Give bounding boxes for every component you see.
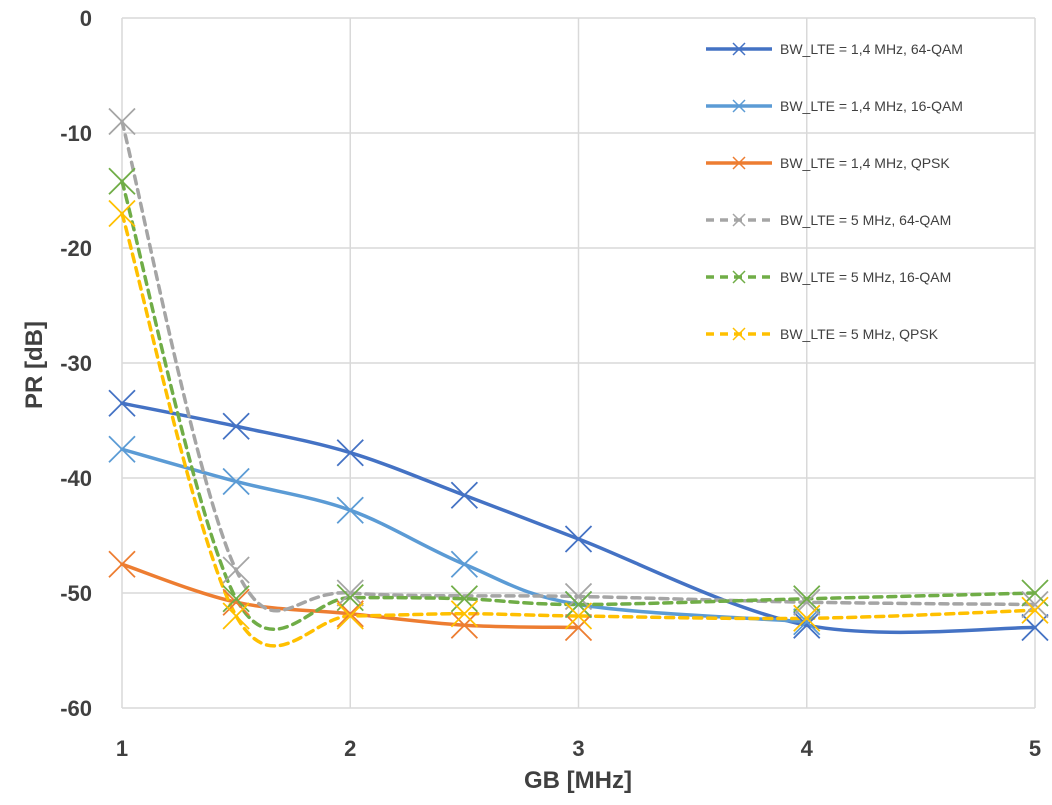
legend-entry: BW_LTE = 5 MHz, 64-QAM xyxy=(706,212,951,228)
legend-swatch-marker xyxy=(732,270,746,284)
x-tick-label: 4 xyxy=(801,736,814,761)
data-point-marker xyxy=(108,435,136,463)
data-point-marker xyxy=(108,199,136,228)
data-point-marker xyxy=(564,525,593,553)
data-point-marker xyxy=(564,613,593,642)
data-point-marker xyxy=(793,608,821,636)
y-axis-title: PR [dB] xyxy=(21,321,48,409)
axes: 0 -10 -20 -30 -40 -50 -60 1 2 3 4 5 xyxy=(60,6,1041,761)
data-point-marker xyxy=(108,107,136,136)
y-tick-label: -30 xyxy=(60,351,92,376)
legend-label: BW_LTE = 5 MHz, QPSK xyxy=(780,326,939,342)
data-point-marker xyxy=(793,611,821,639)
legend-swatch-marker xyxy=(732,213,746,227)
legend-entry: BW_LTE = 1,4 MHz, 16-QAM xyxy=(706,98,963,114)
data-point-marker xyxy=(1021,596,1049,624)
x-tick-label: 5 xyxy=(1029,736,1041,761)
data-point-marker xyxy=(336,579,364,607)
grid xyxy=(121,17,1036,709)
x-tick-label: 3 xyxy=(572,736,584,761)
y-tick-label: -20 xyxy=(60,236,92,261)
legend-label: BW_LTE = 1,4 MHz, 64-QAM xyxy=(780,41,963,57)
legend-label: BW_LTE = 1,4 MHz, 16-QAM xyxy=(780,98,963,114)
legend-label: BW_LTE = 1,4 MHz, QPSK xyxy=(780,155,950,171)
data-point-marker xyxy=(450,611,479,639)
data-point-marker xyxy=(222,588,250,616)
y-tick-label: -50 xyxy=(60,581,92,606)
legend-entry: BW_LTE = 1,4 MHz, QPSK xyxy=(706,155,950,171)
x-tick-label: 2 xyxy=(344,736,356,761)
data-point-marker xyxy=(222,556,250,584)
legend-swatch-marker xyxy=(732,327,746,341)
data-point-marker xyxy=(108,167,136,195)
legend-entry: BW_LTE = 5 MHz, QPSK xyxy=(706,326,939,342)
legend-swatch-marker xyxy=(732,99,746,113)
legend-label: BW_LTE = 5 MHz, 64-QAM xyxy=(780,212,951,228)
data-point-marker xyxy=(108,550,136,578)
data-point-marker xyxy=(222,467,250,496)
data-point-marker xyxy=(336,496,364,524)
y-tick-label: -60 xyxy=(60,696,92,721)
data-point-marker xyxy=(450,481,479,509)
data-point-marker xyxy=(336,439,364,467)
legend-label: BW_LTE = 5 MHz, 16-QAM xyxy=(780,269,951,285)
x-axis-title: GB [MHz] xyxy=(524,767,632,794)
data-point-marker xyxy=(564,602,593,630)
y-tick-label: -40 xyxy=(60,466,92,491)
data-point-marker xyxy=(793,604,821,632)
y-tick-label: 0 xyxy=(80,6,92,31)
data-point-marker xyxy=(1021,590,1049,619)
legend: BW_LTE = 1,4 MHz, 64-QAM BW_LTE = 1,4 MHz… xyxy=(706,41,963,342)
data-point-marker xyxy=(793,585,821,613)
x-tick-label: 1 xyxy=(116,736,128,761)
data-point-marker xyxy=(564,582,593,611)
data-point-marker xyxy=(450,600,479,628)
series-line-0 xyxy=(120,401,1037,635)
data-point-marker xyxy=(336,602,364,630)
series-markers xyxy=(108,107,1049,642)
legend-entry: BW_LTE = 5 MHz, 16-QAM xyxy=(706,269,951,285)
data-point-marker xyxy=(222,602,250,630)
legend-swatch-marker xyxy=(732,42,746,56)
series-line-3 xyxy=(120,119,1037,613)
y-tick-label: -10 xyxy=(60,121,92,146)
legend-swatch-marker xyxy=(732,156,746,170)
data-point-marker xyxy=(222,412,250,440)
legend-entry: BW_LTE = 1,4 MHz, 64-QAM xyxy=(706,41,963,57)
data-point-marker xyxy=(564,590,593,619)
data-point-marker xyxy=(450,585,479,613)
data-point-marker xyxy=(108,389,136,417)
data-point-marker xyxy=(450,550,479,578)
